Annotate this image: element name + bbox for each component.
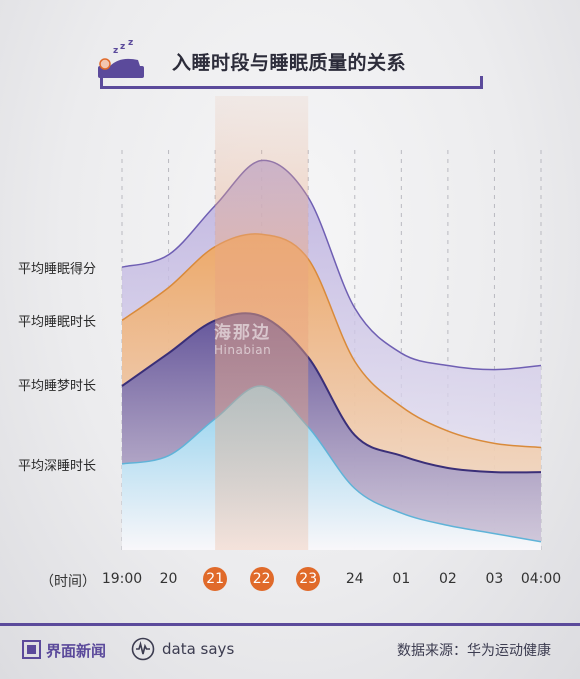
label-duration: 平均睡眠时长 xyxy=(18,315,97,330)
x-tick-label: 24 xyxy=(345,571,364,587)
svg-text:z: z xyxy=(113,46,118,56)
footer-divider xyxy=(0,623,580,626)
label-dream: 平均睡梦时长 xyxy=(18,379,97,394)
x-tick-label: 23 xyxy=(296,567,321,591)
title-bracket-right xyxy=(480,76,483,89)
data-says-label: data says xyxy=(162,640,235,658)
x-axis-title: （时间） xyxy=(40,574,96,590)
watermark: 海那边 Hinabian xyxy=(214,318,271,357)
line-score xyxy=(121,159,542,371)
svg-text:z: z xyxy=(128,38,133,48)
brand-name: 界面新闻 xyxy=(46,642,107,660)
title-bracket-left xyxy=(100,78,103,89)
data-source: 数据来源：华为运动健康 xyxy=(397,643,551,659)
x-tick-label: 20 xyxy=(159,571,178,587)
watermark-en: Hinabian xyxy=(214,343,272,357)
x-tick-label: 02 xyxy=(438,571,457,587)
sleeping-icon: z z z xyxy=(98,38,144,78)
x-tick-label: 19:00 xyxy=(101,571,143,587)
x-tick-label: 04:00 xyxy=(520,571,562,587)
line-dream xyxy=(121,312,542,474)
sleep-chart xyxy=(121,96,542,550)
title-bar: 入睡时段与睡眠质量的关系 xyxy=(100,48,483,92)
x-tick-label: 01 xyxy=(392,571,411,587)
data-says-icon xyxy=(131,637,155,661)
watermark-cn: 海那边 xyxy=(214,323,271,343)
x-tick-label: 21 xyxy=(203,567,228,591)
x-tick-label: 22 xyxy=(249,567,274,591)
label-deep: 平均深睡时长 xyxy=(18,459,97,474)
title-underline xyxy=(100,86,483,89)
line-duration xyxy=(121,233,542,449)
label-score: 平均睡眠得分 xyxy=(18,262,97,277)
svg-text:z: z xyxy=(120,42,125,52)
chart-title: 入睡时段与睡眠质量的关系 xyxy=(172,52,407,74)
series-areas xyxy=(121,159,542,550)
highlight-band xyxy=(215,96,309,550)
brand-logo-icon xyxy=(22,640,41,659)
x-tick-label: 03 xyxy=(485,571,504,587)
line-deep xyxy=(121,385,542,543)
